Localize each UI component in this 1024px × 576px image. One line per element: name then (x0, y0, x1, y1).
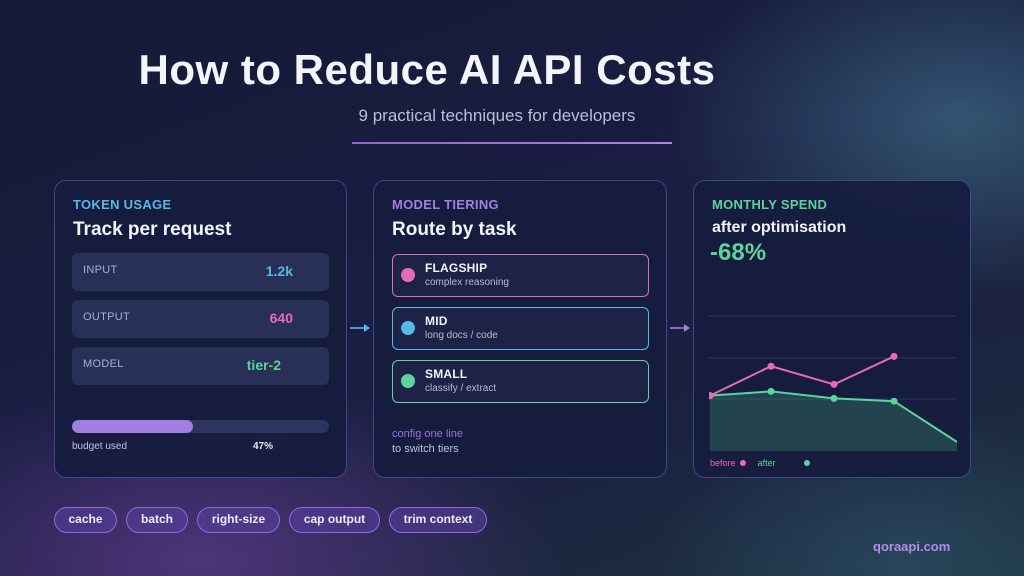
legend-after-label: after (757, 458, 776, 468)
monthly-spend-card: MONTHLY SPEND after optimisation -68% be… (693, 180, 971, 478)
savings-value: -68% (710, 239, 767, 266)
title-underline (352, 142, 672, 144)
tier-mid-dot-icon (401, 321, 415, 335)
metric-input-value: 1.2k (265, 263, 293, 279)
metric-output-label: OUTPUT (83, 311, 131, 323)
legend-after-dot-icon (804, 460, 811, 466)
page-subtitle: 9 practical techniques for developers (358, 106, 636, 125)
metric-model: MODEL tier-2 (72, 347, 329, 385)
tier-note-line1: config one line (392, 428, 463, 440)
tier-small: SMALL classify / extract (392, 360, 649, 403)
monthly-spend-heading: after optimisation (712, 219, 847, 236)
tier-mid: MID long docs / code (392, 307, 649, 350)
before-point (709, 392, 714, 400)
after-point (890, 397, 898, 405)
metric-output-value: 640 (269, 310, 293, 326)
brand-link[interactable]: qoraapi.com (873, 539, 951, 554)
tier-mid-name: MID (425, 314, 448, 328)
chip-cap-output[interactable]: cap output (289, 507, 380, 533)
tier-mid-desc: long docs / code (425, 330, 498, 341)
token-usage-eyebrow: TOKEN USAGE (73, 197, 172, 212)
legend-before-dot-icon (740, 460, 747, 466)
budget-progress-fill (72, 420, 193, 433)
tier-flagship: FLAGSHIP complex reasoning (392, 254, 649, 297)
chip-cache[interactable]: cache (54, 507, 117, 533)
tier-flagship-dot-icon (401, 268, 415, 282)
before-point (890, 352, 898, 360)
chart-legend: before after (710, 458, 811, 468)
page-title: How to Reduce AI API Costs (138, 46, 716, 93)
metric-input: INPUT 1.2k (72, 253, 329, 291)
model-tiering-heading: Route by task (392, 219, 517, 240)
monthly-spend-eyebrow: MONTHLY SPEND (712, 197, 828, 212)
metric-output: OUTPUT 640 (72, 300, 329, 338)
budget-progress-bar (72, 420, 329, 433)
tier-small-desc: classify / extract (425, 383, 497, 394)
arrow-right-icon (670, 324, 690, 332)
chip-trim-context[interactable]: trim context (389, 507, 487, 533)
after-area (710, 391, 957, 451)
metric-model-label: MODEL (83, 358, 124, 370)
after-point (767, 387, 775, 395)
token-usage-card: TOKEN USAGE Track per request INPUT 1.2k… (54, 180, 347, 478)
tier-note-line2: to switch tiers (392, 443, 459, 455)
after-point (830, 394, 838, 402)
model-tiering-card: MODEL TIERING Route by task FLAGSHIP com… (373, 180, 667, 478)
tier-small-dot-icon (401, 374, 415, 388)
tier-flagship-desc: complex reasoning (425, 277, 509, 288)
spend-line-chart (709, 315, 957, 451)
arrow-right-icon (350, 324, 370, 332)
chip-batch[interactable]: batch (126, 507, 188, 533)
tier-flagship-name: FLAGSHIP (425, 261, 488, 275)
chip-right-size[interactable]: right-size (197, 507, 280, 533)
before-series-line (709, 355, 895, 397)
before-point (767, 362, 775, 370)
legend-before-label: before (710, 458, 736, 468)
token-usage-heading: Track per request (73, 219, 232, 240)
metric-model-value: tier-2 (246, 357, 281, 373)
budget-label: budget used (72, 441, 128, 452)
tier-small-name: SMALL (425, 367, 468, 381)
model-tiering-eyebrow: MODEL TIERING (392, 197, 499, 212)
before-point (830, 380, 838, 388)
metric-input-label: INPUT (83, 264, 118, 276)
budget-percent: 47% (253, 441, 274, 452)
